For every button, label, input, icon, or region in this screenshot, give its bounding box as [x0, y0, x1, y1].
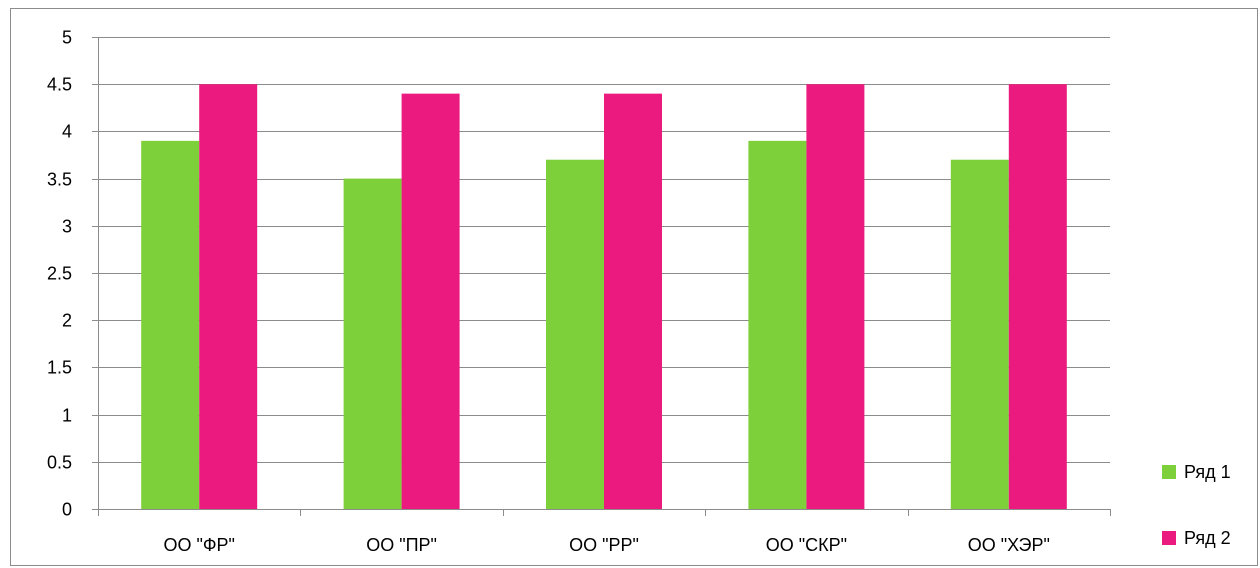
legend-swatch — [1162, 465, 1176, 479]
y-tick-label: 1.5 — [47, 358, 72, 378]
legend-label: Ряд 2 — [1184, 528, 1231, 548]
axes — [92, 37, 1111, 516]
bar — [748, 140, 807, 509]
bar — [604, 93, 662, 509]
y-tick-label: 4.5 — [47, 75, 72, 95]
y-tick-label: 3.5 — [47, 170, 72, 190]
bar — [401, 93, 460, 509]
x-tick-labels: ОО "ФР" ОО "ПР" ОО "РР" ОО "СКР" ОО "ХЭР" — [163, 535, 1049, 555]
x-tick-label: ОО "ПР" — [366, 535, 437, 555]
bar — [546, 159, 604, 509]
bar — [199, 84, 258, 509]
y-tick-label: 2 — [62, 311, 72, 331]
gridlines — [98, 37, 1110, 463]
x-tick-label: ОО "СКР" — [766, 535, 847, 555]
bar — [806, 84, 865, 509]
legend-label: Ряд 1 — [1184, 462, 1231, 482]
x-tick-label: ОО "РР" — [569, 535, 639, 555]
bars — [141, 84, 1067, 509]
y-tick-label: 5 — [62, 28, 72, 48]
y-tick-labels: 0 0.5 1 1.5 2 2.5 3 3.5 4 4.5 5 — [47, 28, 72, 520]
y-tick-label: 4 — [62, 122, 72, 142]
bar — [343, 178, 402, 509]
legend: Ряд 1 Ряд 2 — [1162, 462, 1231, 548]
legend-swatch — [1162, 531, 1176, 545]
bar — [950, 159, 1009, 509]
bar — [141, 140, 200, 509]
y-tick-label: 2.5 — [47, 264, 72, 284]
bar — [1008, 84, 1067, 509]
y-tick-label: 1 — [62, 406, 72, 426]
x-tick-label: ОО "ХЭР" — [968, 535, 1050, 555]
y-tick-label: 3 — [62, 217, 72, 237]
y-tick-label: 0 — [62, 500, 72, 520]
x-tick-label: ОО "ФР" — [163, 535, 234, 555]
y-tick-label: 0.5 — [47, 453, 72, 473]
